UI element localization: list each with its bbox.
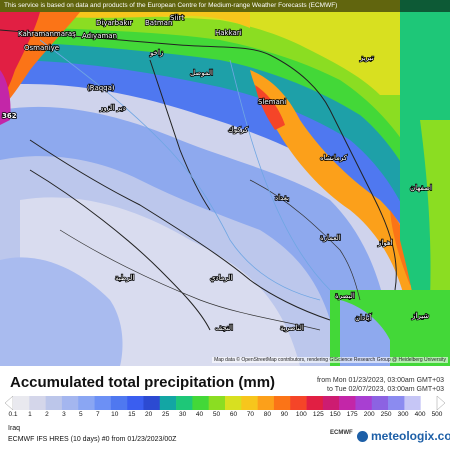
color-scale-ticks: 0.1 1 2 3 5 7 10 15 20 25 30 40 50 60 70 80 90 100 125 150 1…: [0, 411, 450, 421]
scale-tick-label: 25: [162, 411, 170, 418]
brand-icon: [357, 430, 368, 442]
scale-tick-label: 5: [79, 411, 83, 418]
scale-cell: [388, 396, 405, 410]
label-baghdad: بغداد: [275, 194, 289, 202]
time-range-from: from Mon 01/23/2023, 03:00am GMT+03: [316, 377, 444, 384]
label-rutba: الرطبة: [115, 274, 134, 282]
model-label: ECMWF IFS HRES (10 days) #0 from 01/23/2…: [8, 436, 177, 443]
precipitation-field: Diyarbakır Batman Siirt Hakkari Kahraman…: [0, 0, 450, 366]
scale-cell: [273, 396, 291, 410]
scale-cell: [78, 396, 95, 410]
label-abadan: آبادان: [355, 313, 372, 322]
scale-tick-label: 7: [95, 411, 100, 418]
label-osmaniye: Osmaniye: [24, 44, 59, 52]
scale-cell: [29, 396, 46, 410]
scale-arrow-left: [5, 396, 14, 410]
label-amara: العمارة: [320, 234, 341, 242]
label-basra: البصرة: [335, 292, 355, 300]
scale-cell: [61, 396, 79, 410]
time-range-to: to Tue 02/07/2023, 03:00am GMT+03: [327, 386, 444, 393]
scale-tick-label: 90: [280, 411, 288, 418]
scale-cell: [371, 396, 389, 410]
scale-tick-label: 15: [128, 411, 136, 418]
header-note: This service is based on data and produc…: [0, 0, 450, 12]
scale-cell: [420, 396, 438, 410]
label-dir-ez-zor: دير الزور: [99, 104, 126, 112]
legend-title: Accumulated total precipitation (mm): [10, 374, 276, 391]
scale-arrow-right: [436, 396, 445, 410]
scale-tick-label: 40: [195, 411, 204, 418]
scale-cell: [257, 396, 275, 410]
scale-cell: [192, 396, 209, 410]
label-hakkari: Hakkari: [215, 29, 242, 37]
scale-tick-label: 50: [212, 411, 221, 418]
scale-cell: [404, 396, 421, 410]
label-mosul: الموصل: [190, 69, 213, 77]
scale-cell: [94, 396, 112, 410]
label-ahvaz: اهواز: [377, 239, 393, 247]
label-adiyaman: Adıyaman: [82, 32, 117, 40]
label-sulaymaniyah: Slemani: [258, 98, 286, 106]
scale-cell: [13, 396, 30, 410]
scale-tick-label: 20: [145, 411, 153, 418]
scale-cell: [208, 396, 226, 410]
scale-tick-label: 250: [380, 411, 392, 418]
scale-cell: [355, 396, 373, 410]
scale-cell: [110, 396, 128, 410]
label-kahramanmaras: Kahramanmaraş: [18, 30, 76, 38]
label-diyarbakir: Diyarbakır: [96, 19, 132, 27]
scale-tick-label: 125: [312, 411, 324, 418]
region-label: Iraq: [8, 425, 21, 432]
scale-tick-label: 3: [62, 411, 66, 418]
label-ramadi: الرمادي: [210, 274, 232, 282]
scale-cell: [176, 396, 193, 410]
label-nasiriyah: الناصرية: [280, 324, 304, 332]
scale-tick-label: 175: [346, 411, 358, 418]
scale-cell: [159, 396, 177, 410]
scale-cell: [45, 396, 63, 410]
brand-name: meteologix.com: [371, 429, 450, 443]
scale-tick-label: 2: [45, 411, 49, 418]
scale-tick-label: 500: [431, 411, 443, 418]
scale-tick-label: 1: [28, 411, 32, 418]
precipitation-map: Diyarbakır Batman Siirt Hakkari Kahraman…: [0, 0, 450, 366]
scale-tick-label: 300: [397, 411, 409, 418]
label-kirkuk: كركوك: [228, 126, 249, 134]
scale-tick-label: 0.1: [8, 411, 18, 418]
scale-cell: [306, 396, 324, 410]
scale-tick-label: 30: [178, 411, 187, 418]
scale-cell: [225, 396, 242, 410]
brand-logo[interactable]: meteologix.com: [357, 429, 450, 443]
value-label-362: 362: [2, 112, 17, 120]
color-scale: [5, 396, 445, 410]
label-shiraz: شيراز: [411, 312, 429, 320]
scale-tick-label: 80: [263, 411, 272, 418]
scale-cell: [290, 396, 307, 410]
scale-tick-label: 70: [246, 411, 255, 418]
ecmwf-logo: ECMWF: [330, 430, 353, 436]
scale-tick-label: 60: [229, 411, 238, 418]
scale-cell: [241, 396, 258, 410]
label-isfahan: اصفهان: [410, 184, 432, 192]
map-attribution: Map data © OpenStreetMap contributors, r…: [212, 357, 448, 363]
scale-tick-label: 150: [329, 411, 341, 418]
label-tabriz: تبريز: [359, 54, 374, 62]
label-zakho: زاخو: [149, 49, 163, 57]
scale-cell: [143, 396, 161, 410]
time-range: from Mon 01/23/2023, 03:00am GMT+03 to T…: [317, 376, 444, 394]
label-kermanshah: كرمانشاه: [320, 154, 348, 162]
scale-tick-label: 10: [111, 411, 119, 418]
label-batman: Batman: [145, 19, 172, 27]
scale-cell: [127, 396, 144, 410]
scale-cell: [322, 396, 340, 410]
scale-tick-label: 400: [414, 411, 426, 418]
label-najaf: النجف: [215, 324, 233, 332]
scale-tick-label: 200: [363, 411, 375, 418]
label-raqqa: (Raqqa): [87, 84, 115, 92]
scale-cell: [339, 396, 356, 410]
label-siirt: Siirt: [170, 14, 184, 22]
scale-tick-label: 100: [295, 411, 307, 418]
